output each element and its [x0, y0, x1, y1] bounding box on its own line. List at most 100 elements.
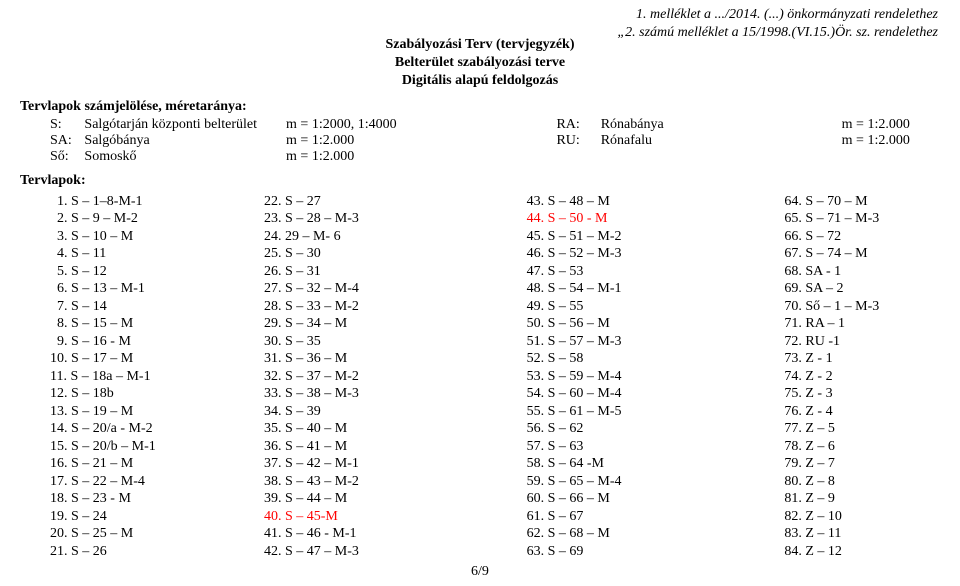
title-line-2: Belterület szabályozási terve	[20, 54, 940, 72]
title-line-3: Digitális alapú feldolgozás	[20, 72, 940, 90]
scales-block: S: Salgótarján központi belterület m = 1…	[50, 117, 940, 165]
list-item: 64. S – 70 – M	[784, 193, 940, 211]
scales-heading: Tervlapok számjelölése, méretaránya:	[20, 99, 940, 115]
list-item: 15. S – 20/b – M-1	[50, 438, 264, 456]
scale-code2: RU:	[556, 133, 600, 149]
list-item: 75. Z - 3	[784, 385, 940, 403]
list-item: 83. Z – 11	[784, 525, 940, 543]
list-item: 69. SA – 2	[784, 280, 940, 298]
list-item: 38. S – 43 – M-2	[264, 473, 527, 491]
page: 1. melléklet a .../2014. (...) önkormány…	[0, 0, 960, 586]
list-item: 49. S – 55	[527, 298, 785, 316]
list-item: 60. S – 66 – M	[527, 490, 785, 508]
list-item: 23. S – 28 – M-3	[264, 210, 527, 228]
list-item: 35. S – 40 – M	[264, 420, 527, 438]
annex-note: 1. melléklet a .../2014. (...) önkormány…	[617, 6, 938, 41]
list-item: 42. S – 47 – M-3	[264, 543, 527, 561]
list-item: 22. S – 27	[264, 193, 527, 211]
list-col-2: 22. S – 2723. S – 28 – M-324. 29 – M- 62…	[264, 193, 527, 561]
list-item: 27. S – 32 – M-4	[264, 280, 527, 298]
annex-line-2: „2. számú melléklet a 15/1998.(VI.15.)Ör…	[617, 24, 938, 42]
list-item: 29. S – 34 – M	[264, 315, 527, 333]
list-item: 34. S – 39	[264, 403, 527, 421]
list-item: 37. S – 42 – M-1	[264, 455, 527, 473]
list-item: 45. S – 51 – M-2	[527, 228, 785, 246]
list-item: 36. S – 41 – M	[264, 438, 527, 456]
scale-m: m = 1:2000, 1:4000	[286, 117, 556, 133]
list-item: 61. S – 67	[527, 508, 785, 526]
scale-name: Salgóbánya	[84, 133, 286, 149]
list-item: 26. S – 31	[264, 263, 527, 281]
scale-row: Ső: Somoskő m = 1:2.000	[50, 149, 940, 165]
scale-name: Somoskő	[84, 149, 286, 165]
list-item: 39. S – 44 – M	[264, 490, 527, 508]
scale-m2	[842, 149, 940, 165]
list-item: 31. S – 36 – M	[264, 350, 527, 368]
list-item: 8. S – 15 – M	[50, 315, 264, 333]
scale-m2: m = 1:2.000	[842, 133, 940, 149]
list-item: 28. S – 33 – M-2	[264, 298, 527, 316]
list-item: 2. S – 9 – M-2	[50, 210, 264, 228]
list-item: 52. S – 58	[527, 350, 785, 368]
list-item: 62. S – 68 – M	[527, 525, 785, 543]
scale-m2: m = 1:2.000	[842, 117, 940, 133]
list-item: 16. S – 21 – M	[50, 455, 264, 473]
list-col-1: 1. S – 1–8-M-1 2. S – 9 – M-2 3. S – 10 …	[50, 193, 264, 561]
list-item: 58. S – 64 -M	[527, 455, 785, 473]
list-item: 65. S – 71 – M-3	[784, 210, 940, 228]
list-columns: 1. S – 1–8-M-1 2. S – 9 – M-2 3. S – 10 …	[50, 193, 940, 561]
scale-name2: Rónafalu	[601, 133, 842, 149]
list-item: 24. 29 – M- 6	[264, 228, 527, 246]
list-item: 82. Z – 10	[784, 508, 940, 526]
list-item: 78. Z – 6	[784, 438, 940, 456]
list-item: 70. Ső – 1 – M-3	[784, 298, 940, 316]
list-item: 40. S – 45-M	[264, 508, 527, 526]
list-item: 21. S – 26	[50, 543, 264, 561]
list-item: 50. S – 56 – M	[527, 315, 785, 333]
list-item: 53. S – 59 – M-4	[527, 368, 785, 386]
doc-title: Szabályozási Terv (tervjegyzék) Belterül…	[20, 36, 940, 91]
scale-row: S: Salgótarján központi belterület m = 1…	[50, 117, 940, 133]
list-item: 20. S – 25 – M	[50, 525, 264, 543]
list-item: 76. Z - 4	[784, 403, 940, 421]
list-item: 59. S – 65 – M-4	[527, 473, 785, 491]
scale-code: S:	[50, 117, 84, 133]
scale-code: SA:	[50, 133, 84, 149]
list-item: 73. Z - 1	[784, 350, 940, 368]
list-item: 51. S – 57 – M-3	[527, 333, 785, 351]
list-item: 81. Z – 9	[784, 490, 940, 508]
list-item: 13. S – 19 – M	[50, 403, 264, 421]
list-item: 9. S – 16 - M	[50, 333, 264, 351]
list-item: 11. S – 18a – M-1	[50, 368, 264, 386]
list-item: 74. Z - 2	[784, 368, 940, 386]
list-item: 84. Z – 12	[784, 543, 940, 561]
list-item: 10. S – 17 – M	[50, 350, 264, 368]
scale-m: m = 1:2.000	[286, 133, 556, 149]
list-item: 47. S – 53	[527, 263, 785, 281]
list-item: 18. S – 23 - M	[50, 490, 264, 508]
list-item: 71. RA – 1	[784, 315, 940, 333]
list-item: 46. S – 52 – M-3	[527, 245, 785, 263]
list-item: 1. S – 1–8-M-1	[50, 193, 264, 211]
list-item: 25. S – 30	[264, 245, 527, 263]
page-number: 6/9	[0, 564, 960, 580]
list-item: 56. S – 62	[527, 420, 785, 438]
list-item: 6. S – 13 – M-1	[50, 280, 264, 298]
list-item: 57. S – 63	[527, 438, 785, 456]
list-item: 19. S – 24	[50, 508, 264, 526]
list-item: 72. RU -1	[784, 333, 940, 351]
list-item: 54. S – 60 – M-4	[527, 385, 785, 403]
list-item: 77. Z – 5	[784, 420, 940, 438]
list-item: 67. S – 74 – M	[784, 245, 940, 263]
list-item: 32. S – 37 – M-2	[264, 368, 527, 386]
list-item: 68. SA - 1	[784, 263, 940, 281]
scale-code2: RA:	[556, 117, 600, 133]
scale-name2	[601, 149, 842, 165]
list-item: 3. S – 10 – M	[50, 228, 264, 246]
list-item: 44. S – 50 - M	[527, 210, 785, 228]
scale-code2	[556, 149, 600, 165]
scale-code: Ső:	[50, 149, 84, 165]
list-col-4: 64. S – 70 – M65. S – 71 – M-366. S – 72…	[784, 193, 940, 561]
list-heading: Tervlapok:	[20, 173, 940, 189]
scale-name2: Rónabánya	[601, 117, 842, 133]
